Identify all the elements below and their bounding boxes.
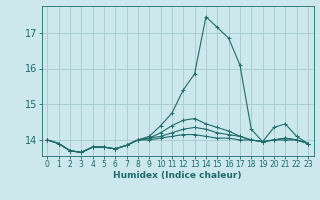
X-axis label: Humidex (Indice chaleur): Humidex (Indice chaleur) — [113, 171, 242, 180]
